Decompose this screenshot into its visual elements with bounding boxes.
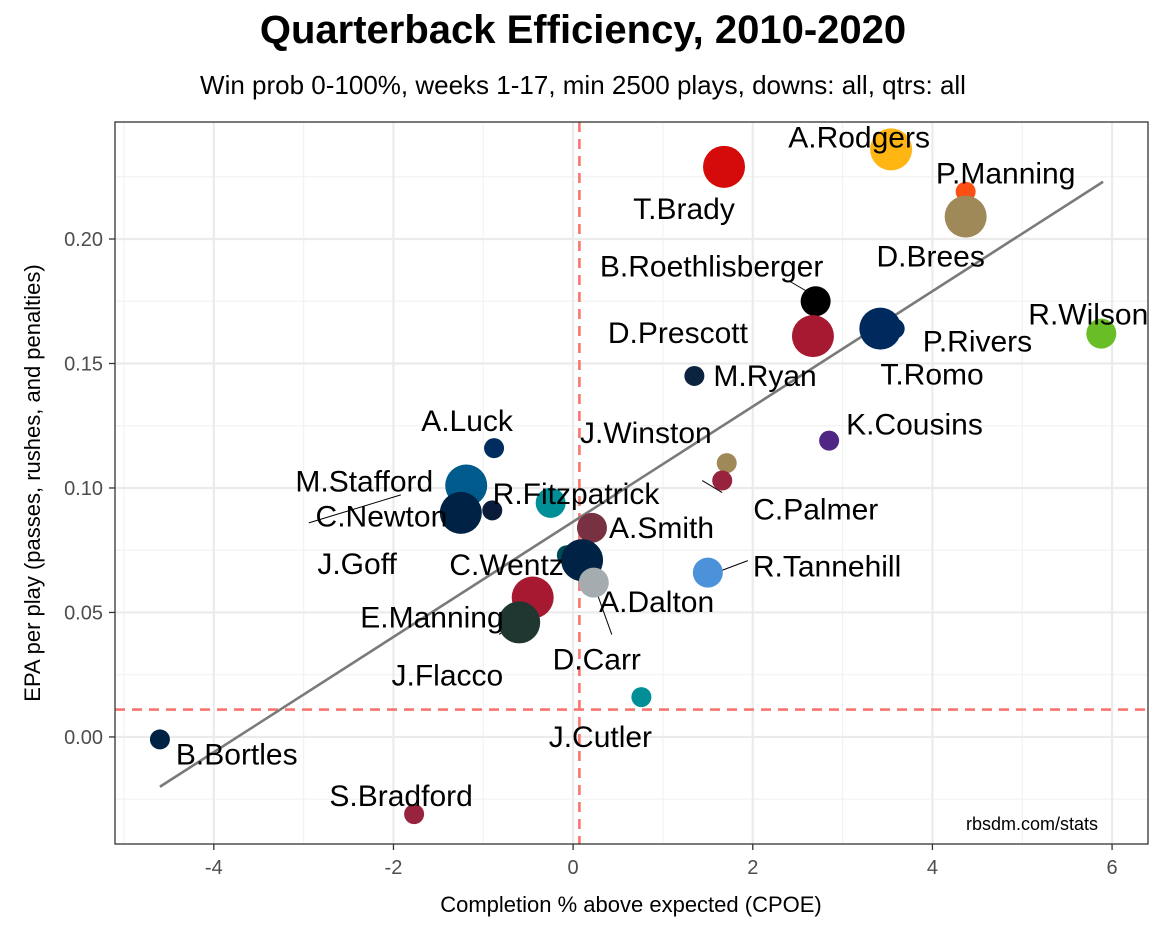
point-label-t-brady: T.Brady: [633, 193, 735, 226]
label-leader-line: [308, 494, 401, 524]
point-label-b-roethlisberger: B.Roethlisberger: [600, 250, 823, 283]
point-label-t-romo: T.Romo: [880, 359, 983, 392]
data-point-j-goff: [439, 491, 482, 534]
data-point-t-brady: [703, 145, 746, 188]
data-point-a-smith: [576, 512, 607, 543]
point-label-p-rivers: P.Rivers: [923, 326, 1032, 359]
point-label-c-palmer: C.Palmer: [753, 494, 878, 527]
y-tick-label: 0.05: [64, 602, 103, 624]
point-label-p-manning: P.Manning: [936, 158, 1076, 191]
plot-border: [114, 121, 1149, 845]
x-tick-label: -2: [385, 857, 403, 879]
y-axis-ticks: 0.00 0.05 0.10 0.15 0.20: [64, 229, 115, 749]
data-point-r-fitzpatrick: [535, 487, 566, 518]
x-axis-ticks: -4 -2 0 2 4 6: [205, 844, 1118, 879]
data-point-t-romo: [859, 307, 902, 350]
data-point-d-brees: [944, 195, 987, 238]
data-point-j-winston: [716, 453, 737, 474]
point-label-e-manning: E.Manning: [360, 602, 503, 635]
reference-lines: [115, 122, 1148, 844]
data-point-a-rodgers: [870, 128, 913, 171]
point-label-c-wentz: C.Wentz: [449, 549, 563, 582]
point-label-d-carr: D.Carr: [553, 644, 641, 677]
x-tick-label: 6: [1107, 857, 1118, 879]
x-tick-label: 2: [747, 857, 758, 879]
y-tick-label: 0.10: [64, 478, 103, 500]
x-tick-label: 4: [927, 857, 938, 879]
point-label-j-cutler: J.Cutler: [549, 721, 652, 754]
point-label-b-bortles: B.Bortles: [176, 738, 298, 771]
point-label-a-luck: A.Luck: [421, 405, 514, 438]
point-label-r-fitzpatrick: R.Fitzpatrick: [493, 478, 661, 511]
label-leader-line: [596, 592, 613, 635]
data-point-a-luck: [484, 438, 505, 459]
point-labels: A.Rodgers T.Brady P.Manning D.Brees B.Roethl…: [176, 121, 1148, 813]
y-tick-label: 0.15: [64, 353, 103, 375]
trend-line-group: [159, 180, 1104, 788]
y-tick-label: 0.20: [64, 229, 103, 251]
data-points: [149, 128, 1117, 825]
data-point-r-wilson: [1086, 318, 1117, 349]
chart-caption: rbsdm.com/stats: [966, 814, 1098, 834]
data-point-c-newton: [482, 500, 503, 521]
data-point-b-bortles: [149, 729, 170, 750]
data-point-j-flacco: [498, 601, 541, 644]
data-point-r-tannehill: [692, 557, 723, 588]
point-label-j-goff: J.Goff: [317, 548, 397, 581]
chart-subtitle: Win prob 0-100%, weeks 1-17, min 2500 pl…: [200, 70, 966, 100]
point-label-k-cousins: K.Cousins: [846, 409, 983, 442]
x-tick-label: 0: [568, 857, 579, 879]
data-point-s-bradford: [404, 804, 425, 825]
point-label-j-winston: J.Winston: [580, 417, 712, 450]
point-label-d-prescott: D.Prescott: [608, 317, 749, 350]
chart-title: Quarterback Efficiency, 2010-2020: [259, 8, 907, 52]
point-label-a-dalton: A.Dalton: [599, 586, 714, 619]
y-tick-label: 0.00: [64, 727, 103, 749]
data-point-m-ryan: [684, 365, 705, 386]
point-label-m-stafford: M.Stafford: [295, 465, 433, 498]
y-axis-title: EPA per play (passes, rushes, and penalt…: [20, 264, 45, 701]
data-point-c-palmer: [712, 470, 733, 491]
point-label-m-ryan: M.Ryan: [713, 360, 816, 393]
x-tick-label: -4: [205, 857, 223, 879]
point-label-d-brees: D.Brees: [876, 241, 984, 274]
trend-line: [159, 180, 1104, 788]
point-label-r-wilson: R.Wilson: [1028, 299, 1148, 332]
grid-minor: [115, 122, 1148, 844]
x-axis-title: Completion % above expected (CPOE): [440, 892, 822, 917]
label-leader-line: [701, 480, 723, 493]
point-label-c-newton: C.Newton: [316, 500, 448, 533]
grid-major: [115, 122, 1148, 844]
data-point-d-carr: [578, 567, 609, 598]
data-point-d-prescott: [791, 315, 834, 358]
data-point-j-cutler: [631, 687, 652, 708]
point-label-s-bradford: S.Bradford: [329, 780, 472, 813]
data-point-k-cousins: [819, 430, 840, 451]
point-label-a-rodgers: A.Rodgers: [788, 121, 930, 154]
point-label-j-flacco: J.Flacco: [392, 659, 504, 692]
point-label-a-smith: A.Smith: [609, 512, 714, 545]
data-point-b-roethlisberger: [800, 286, 831, 317]
point-label-r-tannehill: R.Tannehill: [753, 551, 901, 584]
